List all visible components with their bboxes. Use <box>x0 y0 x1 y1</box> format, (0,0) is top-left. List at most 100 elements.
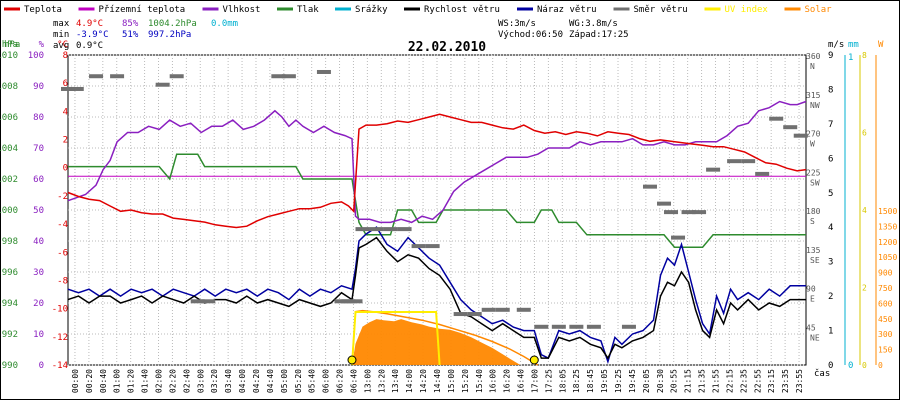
x-tick-label: 15:00 <box>447 369 456 393</box>
x-tick-label: 00:20 <box>85 369 94 393</box>
wind-direction-mark <box>69 86 84 91</box>
pct-axis-tick-label: 40 <box>33 237 44 247</box>
temp-axis-tick-label: -4 <box>57 220 68 230</box>
wind-direction-mark <box>692 210 707 215</box>
stats-min-press: 997.2hPa <box>148 30 191 40</box>
x-tick-label: 05:20 <box>294 369 303 393</box>
solar-theory-line <box>351 309 539 366</box>
wind-direction-mark <box>727 159 742 164</box>
x-tick-label: 02:00 <box>155 369 164 393</box>
x-tick-label: 01:20 <box>127 369 136 393</box>
stats-max-hum: 85% <box>122 19 139 29</box>
x-tick-label: 22:15 <box>725 369 734 393</box>
solar-axis-tick-label: 450 <box>878 315 893 324</box>
wind-direction-mark <box>534 324 549 329</box>
wind-direction-mark <box>453 312 468 317</box>
legend-label: Vlhkost <box>223 5 261 15</box>
hpa-axis-tick-label: 998 <box>2 237 18 247</box>
x-tick-label: 21:15 <box>684 369 693 393</box>
pct-axis-tick-label: 90 <box>33 82 44 92</box>
x-tick-label: 23:35 <box>781 369 790 393</box>
stats-avg-label: avg <box>53 41 69 51</box>
direction-degree-label: 360 <box>806 52 821 61</box>
wind-direction-mark <box>271 74 286 79</box>
wind-direction-mark <box>348 299 363 304</box>
direction-degree-label: 45 <box>806 323 816 332</box>
x-tick-label: 17:25 <box>544 369 553 393</box>
x-tick-label: 15:20 <box>461 369 470 393</box>
stats-max-press: 1004.2hPa <box>148 19 197 29</box>
legend-label: UV index <box>725 5 769 15</box>
temp-axis-tick-label: -8 <box>57 276 68 286</box>
wind-direction-mark <box>706 167 721 172</box>
uv-line <box>351 311 441 366</box>
direction-degree-label: 180 <box>806 207 821 216</box>
pct-axis-tick-label: 100 <box>28 51 44 61</box>
wind-direction-mark <box>741 159 756 164</box>
stats-min-label: min <box>53 30 69 40</box>
hpa-axis-tick-label: 1010 <box>0 51 18 61</box>
x-tick-label: 14:00 <box>405 369 414 393</box>
wind-axis-tick-label: 7 <box>828 120 833 130</box>
x-tick-label: 13:00 <box>363 369 372 393</box>
wind-direction-mark <box>341 299 356 304</box>
humidity-line <box>67 100 807 224</box>
solar-axis-tick-label: 1200 <box>878 238 897 247</box>
pct-axis-tick-label: 70 <box>33 144 44 154</box>
pct-axis-tick-label: 10 <box>33 330 44 340</box>
x-tick-label: 18:05 <box>558 369 567 393</box>
wind-direction-mark <box>467 312 482 317</box>
legend-label: Rychlost větru <box>424 5 500 15</box>
wind-direction-mark <box>481 307 496 312</box>
temp-axis-tick-label: -14 <box>52 361 68 371</box>
x-tick-label: 04:40 <box>266 369 275 393</box>
stats-min-hum: 51% <box>122 30 139 40</box>
x-tick-label: 01:00 <box>113 369 122 393</box>
x-tick-label: 20:05 <box>642 369 651 393</box>
wind-direction-mark <box>89 74 104 79</box>
wind-axis-tick-label: 0 <box>828 361 833 371</box>
hpa-axis-tick-label: 990 <box>2 361 18 371</box>
pct-axis-tick-label: 30 <box>33 268 44 278</box>
temp-axis-tick-label: 8 <box>63 51 68 61</box>
temp-axis-unit: °C <box>57 40 68 50</box>
wind-direction-mark <box>190 299 205 304</box>
wind-direction-mark <box>411 244 426 249</box>
x-tick-label: 22:55 <box>753 369 762 393</box>
wind-wg: WG:3.8m/s <box>569 19 618 29</box>
hpa-unit-left: hPa <box>4 40 20 50</box>
x-tick-label: 03:40 <box>224 369 233 393</box>
x-tick-label: 20:55 <box>670 369 679 393</box>
x-tick-label: 16:40 <box>517 369 526 393</box>
wind-direction-mark <box>642 184 657 189</box>
solar-axis-tick-label: 750 <box>878 284 893 293</box>
wind-axis-tick-label: 6 <box>828 154 833 164</box>
wind-direction-mark <box>61 86 75 91</box>
wind-direction-mark <box>495 307 510 312</box>
x-tick-label: 17:00 <box>530 369 539 393</box>
legend-label: Přízemní teplota <box>99 5 186 15</box>
direction-degree-label: 225 <box>806 168 821 177</box>
temp-axis-tick-label: -6 <box>57 248 68 258</box>
x-tick-label: 16:00 <box>489 369 498 393</box>
x-tick-label: 06:20 <box>336 369 345 393</box>
pressure-line <box>68 153 806 248</box>
solar-axis-tick-label: 0 <box>878 361 883 370</box>
mm-axis-tick-label: 1 <box>848 53 853 63</box>
header: 22.02.2010 max 4.9°C 85% 1004.2hPa 0.0mm… <box>53 19 629 55</box>
x-tick-label: 02:40 <box>182 369 191 393</box>
stats-avg-temp: 0.9°C <box>76 41 103 51</box>
x-tick-label: 15:40 <box>475 369 484 393</box>
direction-degree-label: 90 <box>806 285 816 294</box>
mm-axis-tick-label: 0 <box>848 361 853 371</box>
sunrise-time: Východ:06:50 <box>498 30 563 40</box>
direction-compass-label: N <box>810 62 815 71</box>
wind-direction-mark <box>383 227 398 232</box>
stats-max-label: max <box>53 19 70 29</box>
x-tick-label: 19:45 <box>628 369 637 393</box>
hpa-axis-tick-label: 1008 <box>0 82 18 92</box>
x-tick-label: 22:35 <box>739 369 748 393</box>
x-tick-label: 02:20 <box>168 369 177 393</box>
